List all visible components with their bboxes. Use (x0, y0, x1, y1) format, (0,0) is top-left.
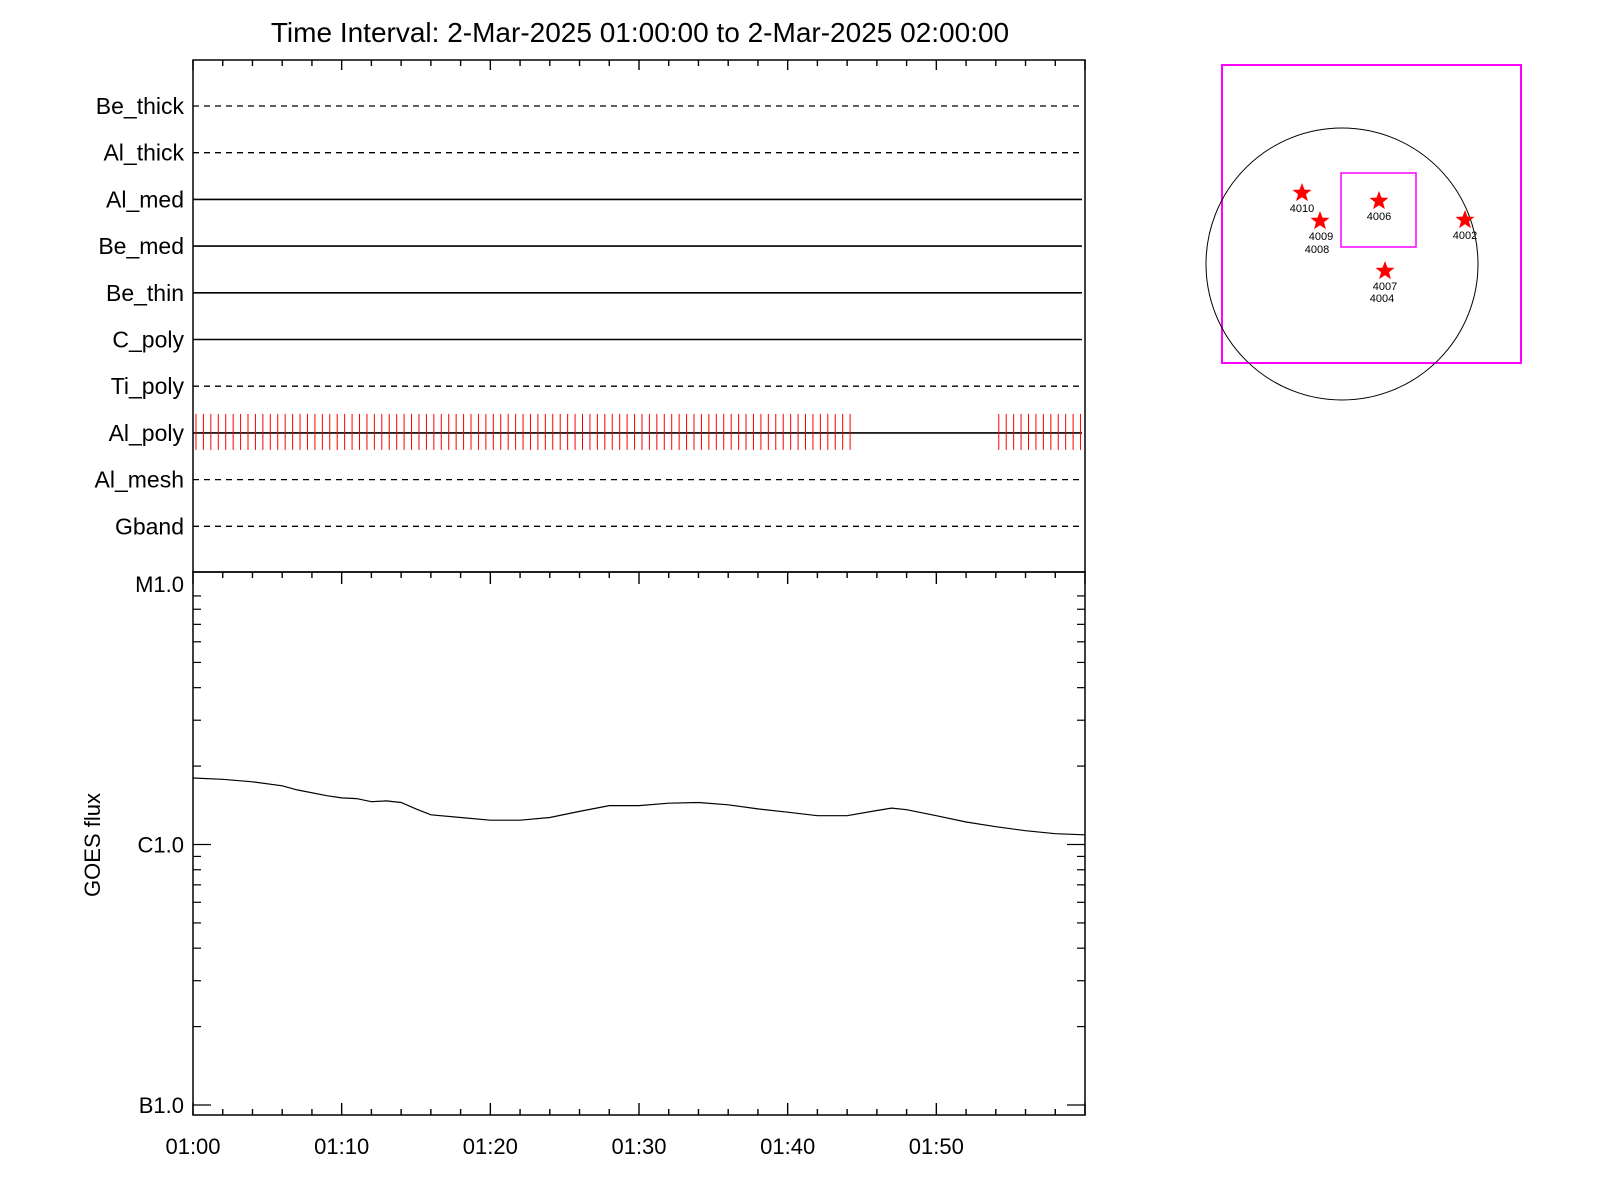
row-label-al_mesh: Al_mesh (95, 467, 184, 493)
x-tick-label: 01:50 (909, 1134, 964, 1159)
active-region-star (1455, 210, 1475, 229)
fov-outer-box (1221, 64, 1522, 364)
active-region-star (1310, 211, 1330, 230)
fov-inner-box (1340, 172, 1417, 248)
active-region-label: 4008 (1305, 244, 1329, 256)
active-region-star (1292, 183, 1312, 202)
row-label-c_poly: C_poly (112, 327, 184, 353)
y-tick-label: M1.0 (135, 572, 184, 597)
row-label-al_med: Al_med (106, 186, 184, 212)
goes-flux-line (192, 777, 1086, 836)
x-tick-label: 01:20 (463, 1134, 518, 1159)
row-label-be_thick: Be_thick (96, 93, 185, 119)
active-region-label: 4004 (1370, 293, 1394, 305)
solar-disk (1205, 127, 1479, 401)
row-label-gband: Gband (115, 513, 184, 539)
row-label-be_med: Be_med (98, 233, 184, 259)
active-region-star (1369, 191, 1389, 210)
active-region-label: 4010 (1290, 203, 1314, 215)
filter-timeline-panel: Be_thick Al_thick Al_med Be_med Be_thin C_pol… (95, 59, 1086, 573)
y-tick-label: C1.0 (138, 833, 184, 858)
active-region-label: 4007 (1373, 281, 1397, 293)
goes-flux-panel: 01:00 01:10 01:20 01:30 01:40 01:50 M1.0 C1.0 B1… (80, 571, 1086, 1159)
x-tick-label: 01:00 (165, 1134, 220, 1159)
row-label-al_poly: Al_poly (109, 420, 185, 446)
active-region-label: 4009 (1309, 231, 1333, 243)
active-region-star (1375, 261, 1395, 280)
x-tick-label: 01:40 (760, 1134, 815, 1159)
x-tick-label: 01:10 (314, 1134, 369, 1159)
row-label-be_thin: Be_thin (106, 280, 184, 306)
row-label-ti_poly: Ti_poly (111, 373, 185, 399)
flux-frame (192, 571, 1086, 1116)
active-region-label: 4002 (1453, 230, 1477, 242)
chart-title: Time Interval: 2-Mar-2025 01:00:00 to 2-… (271, 17, 1009, 48)
active-region-label: 4006 (1367, 211, 1391, 223)
y-tick-label: B1.0 (139, 1093, 184, 1118)
y-axis-title: GOES flux (80, 793, 105, 897)
x-tick-label: 01:30 (611, 1134, 666, 1159)
timeline-frame (192, 59, 1086, 573)
row-label-al_thick: Al_thick (103, 140, 184, 166)
